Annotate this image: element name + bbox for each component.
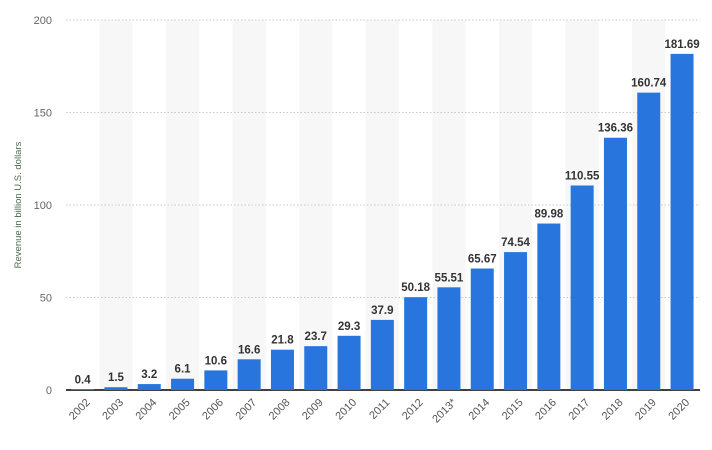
data-label: 136.36 <box>598 123 633 135</box>
x-tick-label: 2005 <box>167 397 193 423</box>
x-tick-label: 2004 <box>134 397 160 423</box>
data-label: 74.54 <box>501 237 530 249</box>
y-tick-label: 200 <box>34 15 52 27</box>
bar-2008 <box>270 349 294 390</box>
x-tick-label: 2010 <box>333 397 359 423</box>
x-tick-label: 2015 <box>500 397 526 423</box>
data-label: 181.69 <box>664 39 699 51</box>
y-axis-label: Revenue in billion U.S. dollars <box>13 141 24 268</box>
x-tick-label: 2012 <box>400 397 426 423</box>
data-label: 110.55 <box>565 170 600 182</box>
y-tick-label: 0 <box>46 385 52 397</box>
bar-2014 <box>470 268 494 390</box>
data-label: 160.74 <box>631 78 667 90</box>
x-tick-label: 2011 <box>367 397 392 422</box>
data-label: 6.1 <box>175 364 192 376</box>
x-tick-label: 2008 <box>267 397 293 423</box>
data-label: 29.3 <box>338 321 360 333</box>
bar-2020 <box>670 53 694 390</box>
x-tick-label: 2014 <box>467 397 493 423</box>
data-label: 10.6 <box>205 355 227 367</box>
data-label: 16.6 <box>238 344 260 356</box>
x-tick-label: 2018 <box>600 397 626 423</box>
data-label: 23.7 <box>305 331 327 343</box>
bar-2011 <box>370 319 394 390</box>
bar-2013* <box>437 287 461 390</box>
data-label: 0.4 <box>75 374 92 386</box>
bar-2012 <box>404 297 428 390</box>
x-tick-label: 2007 <box>233 397 259 423</box>
bar-2017 <box>570 185 594 390</box>
bar-2009 <box>304 346 328 390</box>
data-label: 3.2 <box>141 369 157 381</box>
x-tick-label: 2020 <box>666 397 692 423</box>
x-tick-label: 2002 <box>67 397 93 423</box>
bar-2004 <box>137 384 161 390</box>
bar-2003 <box>104 387 128 390</box>
bar-2002 <box>71 389 95 390</box>
bar-2007 <box>237 359 261 390</box>
y-tick-label: 50 <box>40 293 52 305</box>
bar-2019 <box>637 92 661 391</box>
y-tick-label: 150 <box>34 108 52 120</box>
bar-2015 <box>504 252 528 390</box>
x-tick-label: 2013* <box>430 396 459 425</box>
x-tick-label: 2006 <box>200 397 226 423</box>
data-label: 65.67 <box>468 254 497 266</box>
data-label: 1.5 <box>108 372 125 384</box>
x-tick-label: 2017 <box>566 397 592 423</box>
x-tick-label: 2019 <box>633 397 659 423</box>
bar-2016 <box>537 223 561 390</box>
x-tick-label: 2009 <box>300 397 326 423</box>
y-tick-label: 100 <box>34 200 52 212</box>
bar-2018 <box>603 137 627 390</box>
bar-2010 <box>337 335 361 390</box>
bar-2006 <box>204 370 228 390</box>
x-tick-label: 2016 <box>533 397 559 423</box>
bar-2005 <box>171 378 195 390</box>
data-label: 21.8 <box>271 335 294 347</box>
x-tick-label: 2003 <box>100 397 126 423</box>
data-label: 50.18 <box>401 282 430 294</box>
data-label: 37.9 <box>371 305 393 317</box>
data-label: 89.98 <box>534 209 563 221</box>
data-label: 55.51 <box>435 272 464 284</box>
